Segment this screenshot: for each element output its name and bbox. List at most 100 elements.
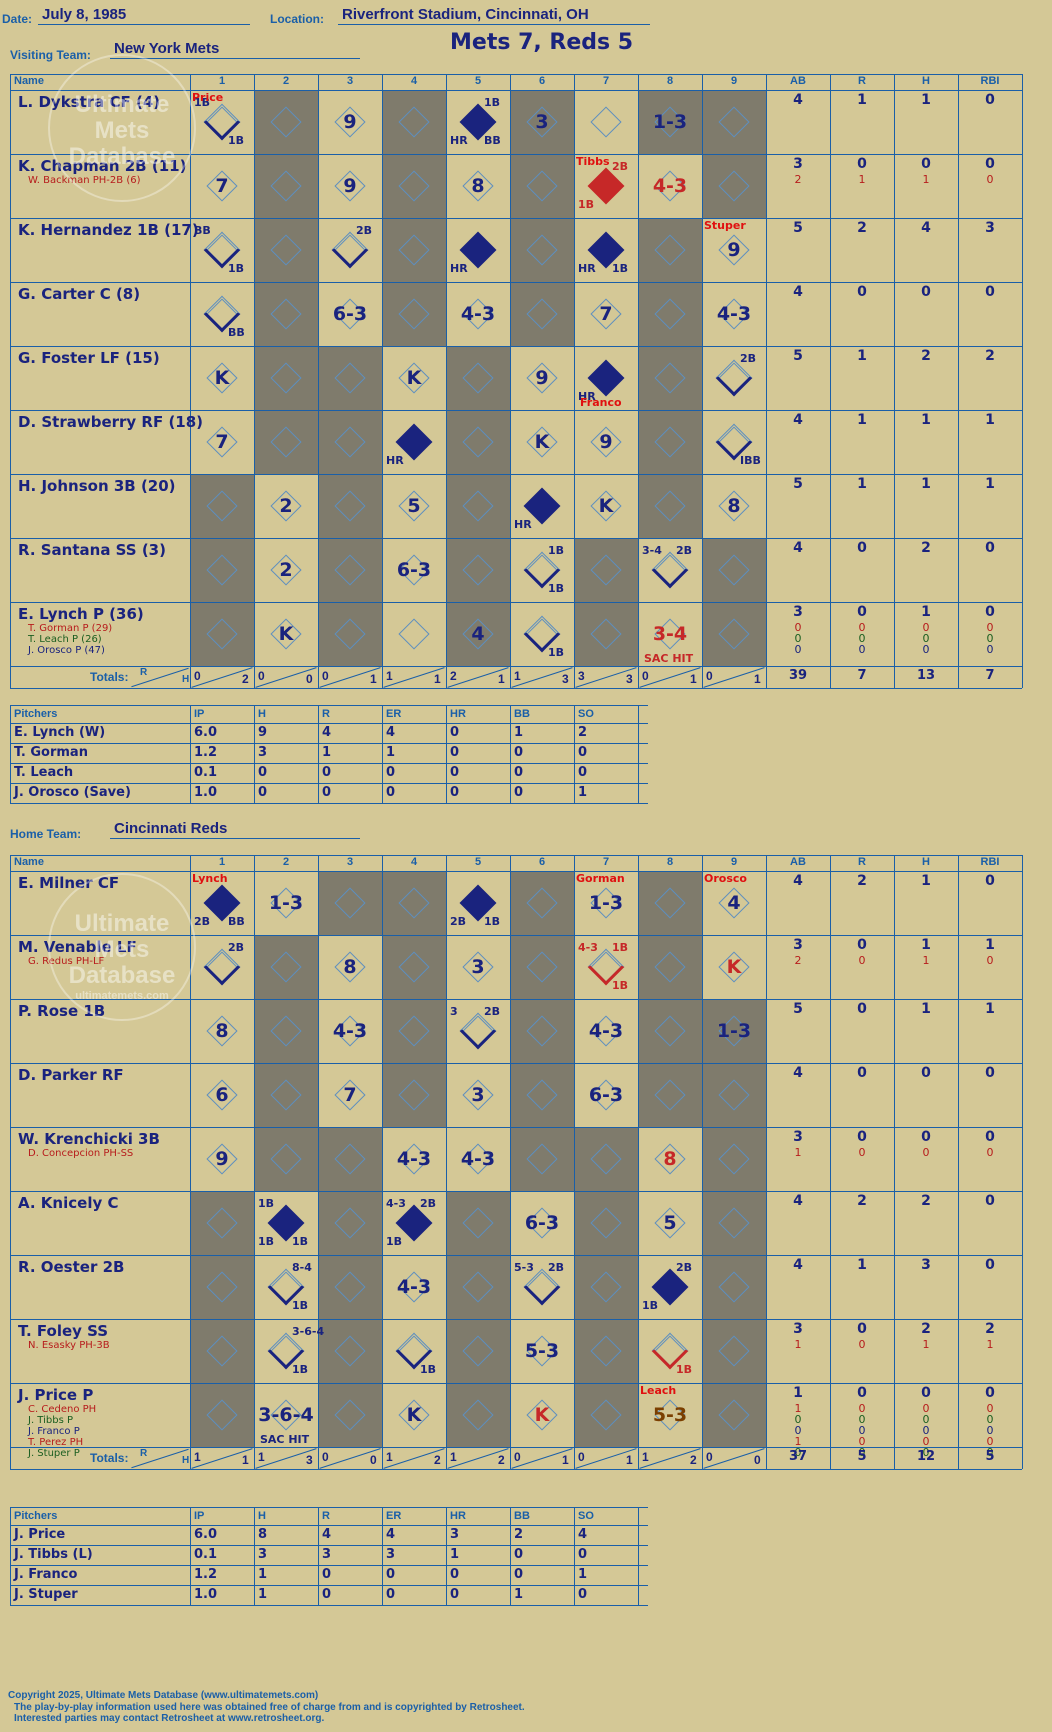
visiting-shade-cell	[446, 474, 510, 538]
pitch-col-line	[254, 1507, 255, 1605]
pitch-row-line	[10, 1507, 648, 1508]
pitcher-stat: 0	[258, 785, 268, 800]
play-result: 3-4	[652, 623, 688, 645]
player-stat: 2	[985, 348, 995, 364]
pitcher-column-header: Pitchers	[14, 1510, 58, 1522]
visiting-row-line	[10, 688, 1022, 689]
play-mark: 8-4	[292, 1261, 312, 1274]
sub-stat: 0	[986, 1446, 994, 1459]
play-result: 9	[599, 431, 613, 453]
pitch-row-line	[10, 1605, 648, 1606]
player-stat: 1	[985, 476, 995, 492]
home-row-line	[10, 1255, 1022, 1256]
pitcher-stat: 0	[386, 785, 396, 800]
home-shade-cell	[702, 1063, 766, 1127]
visiting-row-line	[10, 90, 1022, 91]
visiting-shade-cell	[254, 90, 318, 154]
home-shade-cell	[190, 1383, 254, 1447]
play-result: 4-3	[460, 303, 496, 325]
visiting-shade-cell	[190, 538, 254, 602]
home-shade-cell	[318, 1383, 382, 1447]
visiting-row-line	[10, 218, 1022, 219]
home-shade-cell	[382, 935, 446, 999]
play-mark: SAC HIT	[260, 1433, 310, 1446]
visiting-scorecard: Name 1 2 3 4 5 6 7 8 9 AB R H RBI L. Dykstra CF (4) 4 1 1…	[10, 54, 1032, 689]
inning-total-r: 1	[258, 1450, 265, 1464]
player-name: G. Foster LF (15)	[18, 349, 160, 367]
pitcher-stat: 1	[514, 1587, 524, 1602]
visiting-row-line	[10, 666, 1022, 667]
visiting-col-line	[382, 74, 383, 688]
pitcher-stat: 1.2	[194, 745, 218, 760]
inning-total-h: 2	[434, 1453, 441, 1467]
player-stat: 3	[793, 937, 803, 953]
player-name: D. Strawberry RF (18)	[18, 413, 204, 431]
player-stat: 1	[793, 1385, 803, 1401]
pitcher-stat: 4	[386, 1527, 396, 1542]
play-result: 6-3	[332, 303, 368, 325]
play-mark: HR	[450, 262, 468, 275]
play-mark: 3-6-4	[292, 1325, 325, 1338]
home-shade-cell	[254, 1127, 318, 1191]
pitcher-stat: 0.1	[194, 765, 218, 780]
player-stat: 2	[985, 1321, 995, 1337]
inning-total-h: 0	[370, 1453, 377, 1467]
substitute-name: J. Tibbs P	[28, 1415, 73, 1426]
play-mark: Lynch	[192, 872, 228, 885]
visiting-shade-cell	[638, 90, 702, 154]
player-stat: 0	[857, 284, 867, 300]
player-name: T. Foley SS	[18, 1322, 109, 1340]
play-mark: 2B	[612, 160, 629, 173]
pitcher-column-header: ER	[386, 708, 402, 720]
pitch-col-line	[446, 1507, 447, 1605]
visiting-shade-cell	[382, 154, 446, 218]
inning-total-r: 1	[386, 1450, 393, 1464]
play-result: 9	[535, 367, 549, 389]
sub-stat: 1	[794, 1146, 802, 1159]
sub-stat: 1	[922, 1338, 930, 1351]
pitch-col-line	[190, 705, 191, 803]
player-stat: 0	[921, 1129, 931, 1145]
pitcher-name: J. Orosco (Save)	[14, 785, 131, 800]
play-diamond	[651, 551, 689, 589]
pitch-col-line	[318, 705, 319, 803]
play-mark: Orosco	[704, 872, 747, 885]
player-stat: 1	[857, 348, 867, 364]
visiting-shade-cell	[254, 346, 318, 410]
pitcher-stat: 3	[322, 1547, 332, 1562]
substitute-name: T. Leach P (26)	[28, 634, 102, 645]
pitcher-stat: 0	[578, 1587, 588, 1602]
inning-total-r: 0	[642, 669, 649, 683]
sub-stat: 0	[922, 632, 930, 645]
home-row-line	[10, 871, 1022, 872]
pitcher-stat: 3	[258, 745, 268, 760]
visiting-shade-cell	[254, 410, 318, 474]
pitcher-stat: 2	[578, 725, 588, 740]
inning-total-r: 1	[194, 1450, 201, 1464]
substitute-name: J. Franco P	[28, 1426, 80, 1437]
pitcher-stat: 6.0	[194, 725, 218, 740]
player-name: G. Carter C (8)	[18, 285, 141, 303]
play-mark: 2B	[356, 224, 373, 237]
sub-stat: 0	[986, 1435, 994, 1448]
visiting-team-name: New York Mets	[110, 40, 360, 59]
column-header-inning: 1	[218, 856, 226, 868]
player-stat: 0	[921, 156, 931, 172]
visiting-col-line	[702, 74, 703, 688]
play-mark: 2B	[676, 544, 693, 557]
sub-stat: 0	[858, 1146, 866, 1159]
pitcher-stat: 3	[258, 1547, 268, 1562]
visiting-col-line	[446, 74, 447, 688]
play-mark: Leach	[640, 1384, 677, 1397]
pitcher-stat: 0	[322, 765, 332, 780]
pitch-col-line	[10, 705, 11, 803]
play-mark: 1B	[612, 941, 629, 954]
player-stat: 3	[793, 604, 803, 620]
play-mark: 2B	[228, 941, 245, 954]
visiting-shade-cell	[318, 538, 382, 602]
column-header-stat: AB	[790, 856, 806, 868]
substitute-name: J. Orosco P (47)	[28, 645, 105, 656]
pitch-col-line	[574, 705, 575, 803]
column-header-inning: 3	[346, 856, 354, 868]
player-stat: 0	[985, 873, 995, 889]
